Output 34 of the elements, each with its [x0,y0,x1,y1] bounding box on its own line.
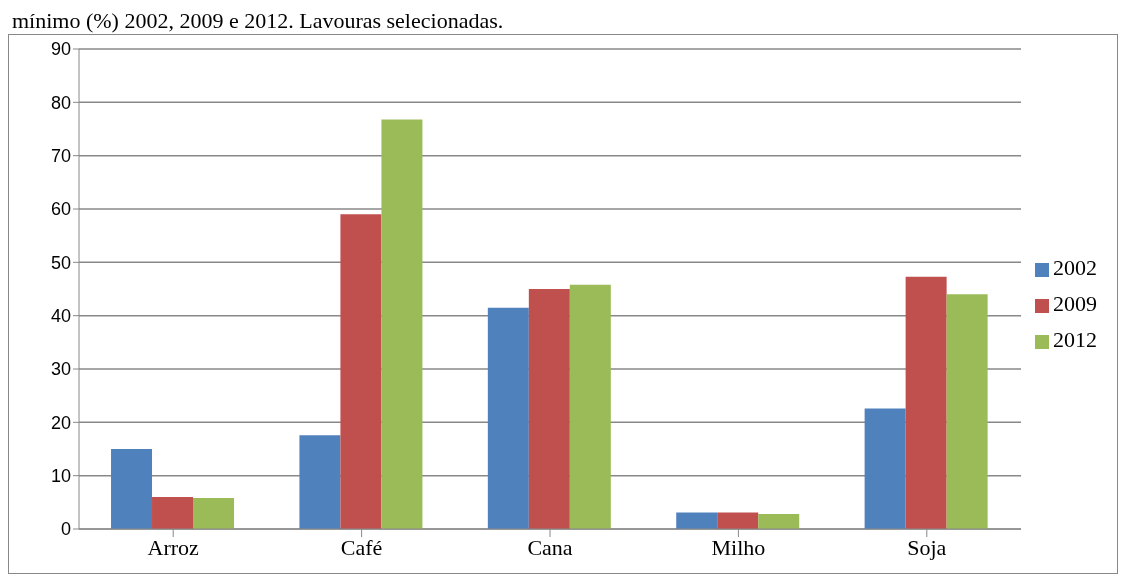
y-tick-label: 80 [50,92,71,113]
bar [193,498,235,529]
y-tick-label: 20 [50,412,71,433]
bar [676,512,718,529]
chart-title: mínimo (%) 2002, 2009 e 2012. Lavouras selecionadas. [11,8,505,34]
bar [152,497,194,529]
bar [487,307,529,529]
y-tick-label: 30 [50,359,71,380]
bar [569,284,611,529]
legend-label: 2002 [1053,255,1097,280]
y-tick-label: 90 [50,39,71,60]
bar [905,276,947,529]
bar [111,449,153,529]
bar [717,512,759,529]
x-tick-label: Arroz [147,534,200,560]
bar [381,119,423,529]
bar [864,408,906,529]
y-tick-label: 70 [50,146,71,167]
legend-label: 2009 [1053,291,1097,316]
y-tick-label: 0 [60,519,71,540]
y-tick-label: 50 [50,252,71,273]
legend-label: 2012 [1053,327,1097,352]
x-tick-label: Soja [907,534,947,560]
x-tick-label: Cana [527,534,573,560]
bar [528,289,570,529]
bar [340,214,382,529]
bar [758,514,800,529]
y-tick-label: 40 [50,306,71,327]
bar [946,294,988,529]
bar [299,435,341,529]
y-tick-label: 10 [50,466,71,487]
x-tick-label: Café [340,534,383,560]
y-tick-label: 60 [50,199,71,220]
x-tick-label: Milho [711,534,766,560]
